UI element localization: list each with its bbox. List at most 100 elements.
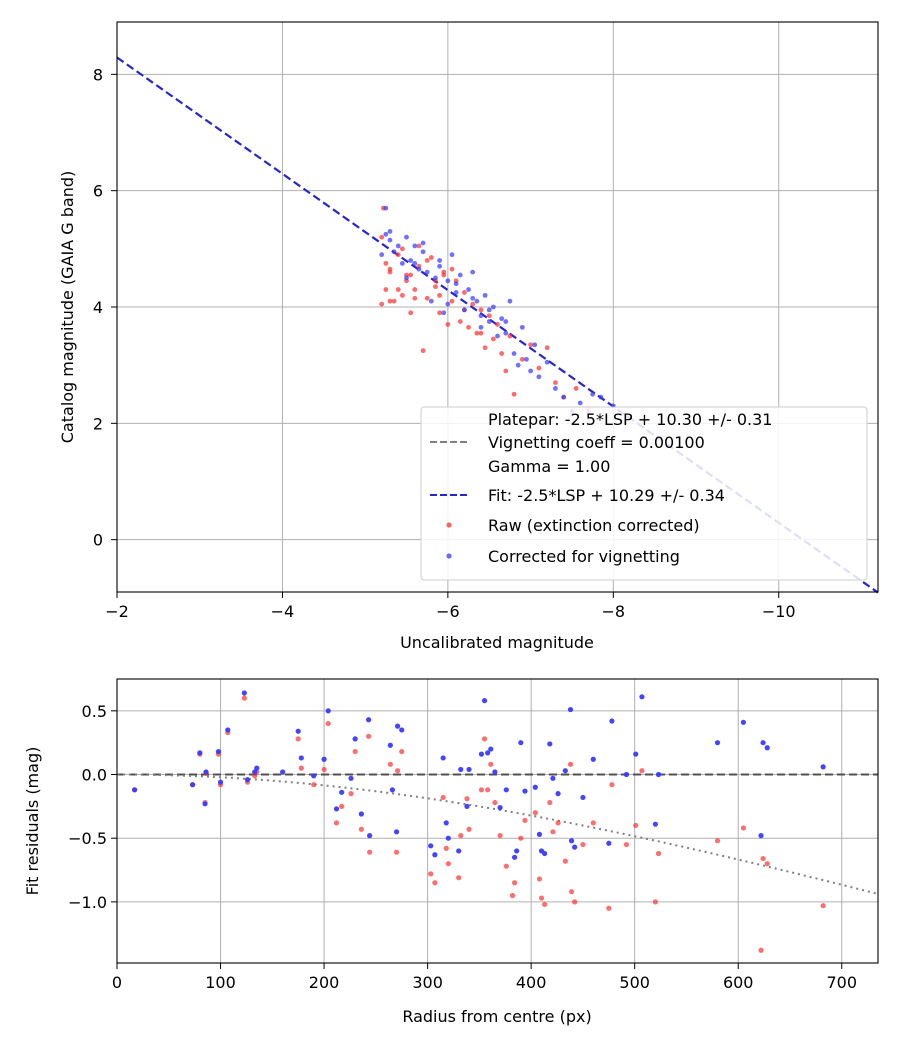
corrected-residual-point xyxy=(511,854,518,860)
bottom-ticks: 0 100 200 300 400 500 600 700 0.5 0.0 −0.5 −1.0 xyxy=(68,702,857,992)
raw-residual-point xyxy=(536,876,543,882)
top-y-tick-label: 2 xyxy=(93,414,103,433)
corrected-point xyxy=(519,324,525,330)
corrected-residual-point xyxy=(389,787,396,793)
corrected-residual-point xyxy=(311,773,317,779)
corrected-residual-point xyxy=(478,751,485,757)
raw-residual-point xyxy=(445,861,451,867)
corrected-residual-point xyxy=(514,848,520,854)
bottom-x-tick-label: 100 xyxy=(205,973,236,992)
corrected-point xyxy=(507,298,513,304)
raw-residual-point xyxy=(714,838,721,844)
corrected-residual-point xyxy=(244,777,251,783)
bottom-x-tick-label: 600 xyxy=(723,973,754,992)
corrected-point xyxy=(478,313,484,319)
corrected-residual-point xyxy=(522,788,528,794)
raw-point xyxy=(449,266,455,272)
raw-residual-point xyxy=(568,889,575,895)
raw-point xyxy=(387,266,393,272)
corrected-residual-point xyxy=(132,787,138,793)
corrected-point xyxy=(482,292,488,298)
raw-residual-point xyxy=(466,826,472,832)
raw-point xyxy=(482,345,488,351)
raw-residual-point xyxy=(394,768,401,774)
corrected-residual-point xyxy=(428,843,434,849)
corrected-point xyxy=(470,295,476,301)
corrected-residual-point xyxy=(464,803,470,809)
bottom-x-tick-label: 700 xyxy=(826,973,857,992)
corrected-residual-point xyxy=(252,769,258,775)
raw-point xyxy=(528,342,533,348)
corrected-residual-point xyxy=(485,750,491,756)
bottom-x-axis-label: Radius from centre (px) xyxy=(402,1007,591,1026)
corrected-point xyxy=(499,316,505,322)
raw-residual-point xyxy=(820,903,826,909)
raw-residual-point xyxy=(478,787,485,793)
corrected-point xyxy=(462,307,467,313)
bottom-x-tick-label: 0 xyxy=(112,973,122,992)
bottom-y-tick-label: 0.0 xyxy=(82,766,107,785)
legend-label: Corrected for vignetting xyxy=(488,547,680,566)
bottom-y-axis-label: Fit residuals (mag) xyxy=(23,747,42,896)
raw-residual-point xyxy=(623,841,630,848)
corrected-point xyxy=(404,275,409,281)
raw-residual-point xyxy=(333,820,340,826)
corrected-point xyxy=(428,298,434,304)
top-y-tick-label: 8 xyxy=(93,65,103,84)
corrected-point xyxy=(420,249,426,255)
raw-residual-point xyxy=(458,833,464,839)
bottom-x-tick-label: 400 xyxy=(516,973,547,992)
raw-residual-point xyxy=(393,849,400,855)
legend-label: Gamma = 1.00 xyxy=(488,457,610,476)
raw-residual-point xyxy=(567,761,574,767)
raw-point xyxy=(424,295,430,301)
raw-residual-point xyxy=(497,833,503,839)
corrected-residual-point xyxy=(215,748,222,755)
corrected-point xyxy=(453,290,459,295)
raw-residual-point xyxy=(503,863,509,869)
legend-label: Fit: -2.5*LSP + 10.29 +/- 0.34 xyxy=(488,486,725,505)
raw-residual-point xyxy=(367,849,373,855)
corrected-point xyxy=(561,394,567,400)
raw-point xyxy=(420,348,426,354)
corrected-residual-point xyxy=(387,742,393,748)
corrected-point xyxy=(424,269,430,275)
legend: Platepar: -2.5*LSP + 10.30 +/- 0.31 Vigne… xyxy=(420,406,868,581)
top-ticks: −2 −4 −6 −8 −10 0 2 4 6 8 xyxy=(93,65,796,621)
corrected-point xyxy=(395,243,401,249)
corrected-residual-point xyxy=(764,745,770,751)
corrected-residual-point xyxy=(321,756,327,762)
corrected-residual-point xyxy=(590,756,596,762)
raw-point xyxy=(474,330,480,336)
raw-point xyxy=(544,345,550,351)
corrected-residual-point xyxy=(189,782,196,788)
corrected-point xyxy=(544,359,550,365)
raw-residual-point xyxy=(456,875,462,881)
corrected-residual-point xyxy=(740,719,747,725)
raw-residual-point xyxy=(252,773,258,779)
raw-point xyxy=(391,298,397,304)
raw-point xyxy=(416,243,422,249)
raw-residual-point xyxy=(321,766,327,773)
corrected-residual-point xyxy=(456,848,462,854)
corrected-residual-point xyxy=(760,740,766,746)
corrected-point xyxy=(486,319,492,324)
top-scatter-points xyxy=(379,205,616,415)
corrected-residual-point xyxy=(280,769,286,775)
corrected-point xyxy=(453,281,459,287)
raw-point xyxy=(408,310,414,316)
corrected-residual-point xyxy=(358,811,364,817)
corrected-point xyxy=(528,368,533,374)
corrected-point xyxy=(412,260,418,266)
raw-point xyxy=(437,292,442,298)
raw-residual-point xyxy=(432,880,438,886)
corrected-residual-point xyxy=(367,833,373,839)
raw-residual-point xyxy=(509,892,516,899)
corrected-point xyxy=(590,391,596,397)
bottom-x-tick-label: 500 xyxy=(619,973,650,992)
corrected-residual-point xyxy=(567,706,574,713)
corrected-point xyxy=(466,287,471,292)
raw-residual-point xyxy=(481,736,488,742)
